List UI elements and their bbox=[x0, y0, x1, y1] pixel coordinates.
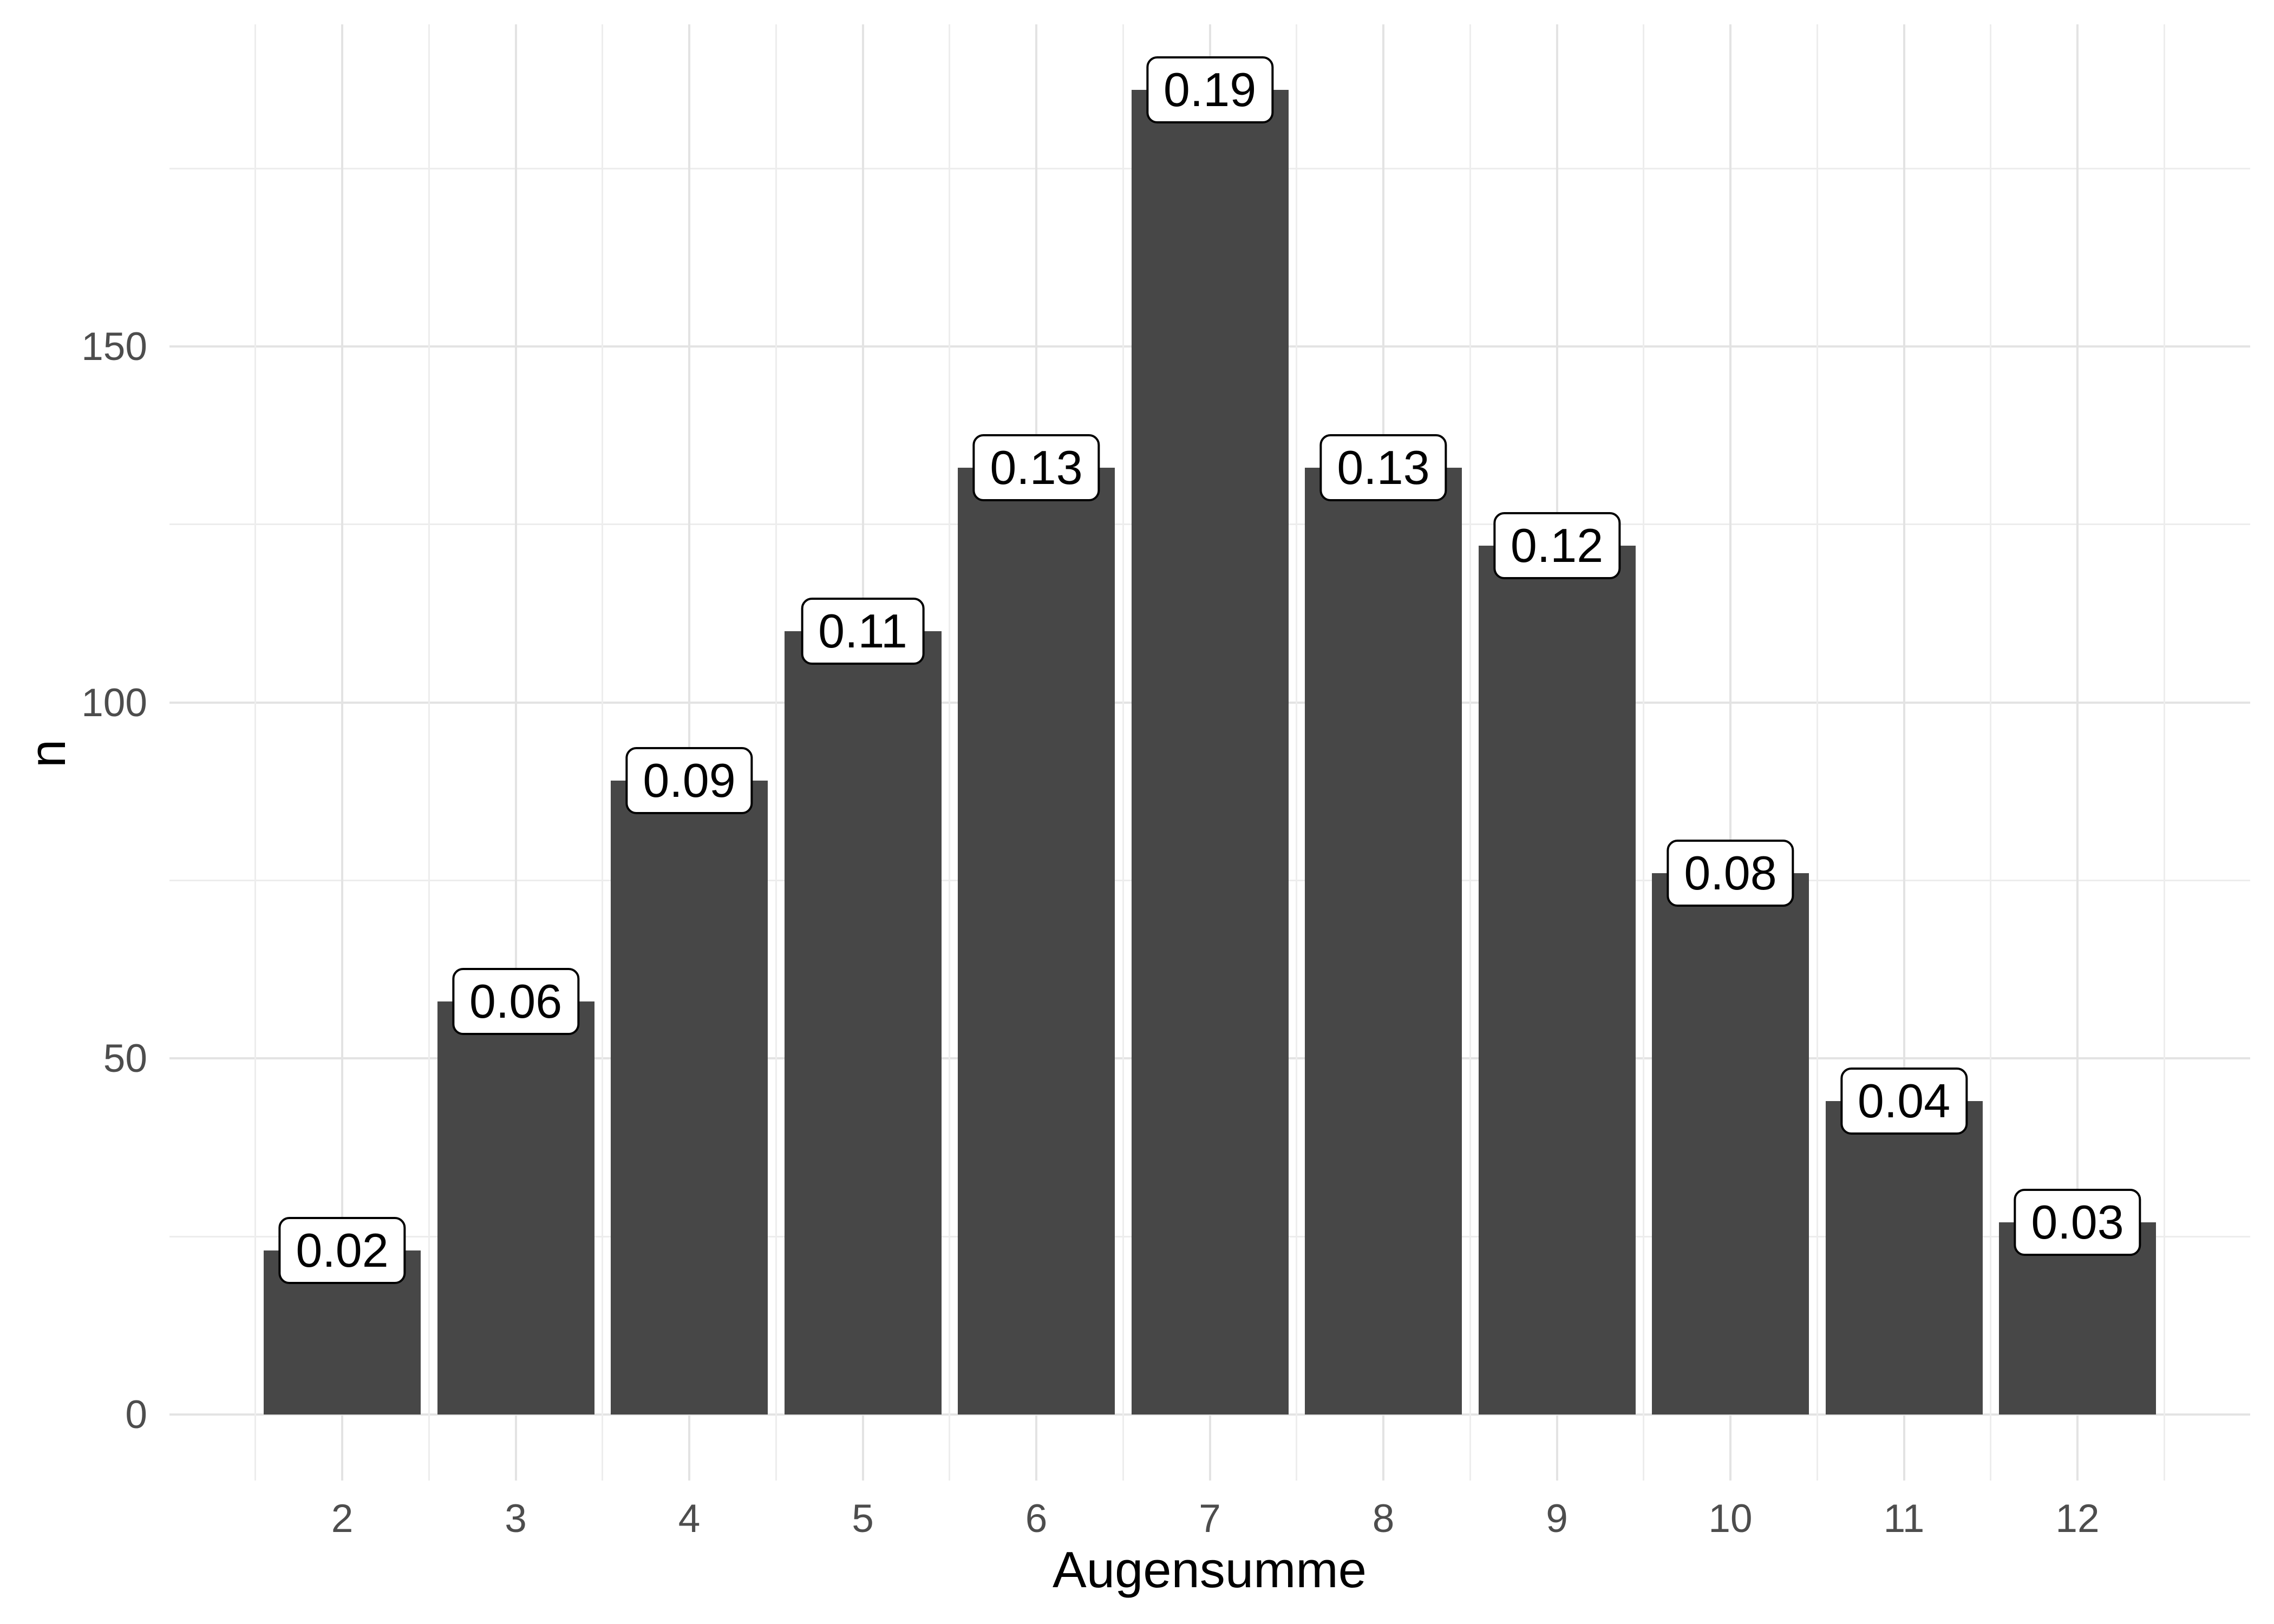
v-gridline-minor bbox=[949, 24, 951, 1481]
v-gridline-major bbox=[1903, 24, 1905, 1481]
bar-value-label: 0.02 bbox=[278, 1217, 406, 1285]
v-gridline-minor bbox=[1990, 24, 1992, 1481]
x-tick-label: 7 bbox=[1199, 1497, 1221, 1541]
y-tick-label: 150 bbox=[81, 325, 147, 369]
y-tick-label: 50 bbox=[103, 1037, 147, 1081]
v-gridline-minor bbox=[1296, 24, 1298, 1481]
bar-value-label: 0.06 bbox=[452, 968, 580, 1036]
v-gridline-minor bbox=[1643, 24, 1645, 1481]
v-gridline-major bbox=[341, 24, 343, 1481]
bar-value-label: 0.11 bbox=[801, 598, 925, 665]
v-gridline-minor bbox=[254, 24, 257, 1481]
v-gridline-minor bbox=[1469, 24, 1471, 1481]
v-gridline-major bbox=[1729, 24, 1731, 1481]
plot-panel bbox=[169, 24, 2250, 1481]
bar bbox=[1652, 873, 1809, 1415]
x-axis-title: Augensumme bbox=[1053, 1541, 1367, 1598]
v-gridline-minor bbox=[1816, 24, 1818, 1481]
x-tick-label: 12 bbox=[2055, 1497, 2100, 1541]
bar-value-label: 0.19 bbox=[1146, 56, 1274, 124]
bar bbox=[1305, 467, 1462, 1415]
x-tick-label: 6 bbox=[1025, 1497, 1048, 1541]
v-gridline-minor bbox=[2163, 24, 2165, 1481]
bar-value-label: 0.13 bbox=[1319, 434, 1447, 501]
x-tick-label: 5 bbox=[852, 1497, 874, 1541]
v-gridline-minor bbox=[602, 24, 604, 1481]
x-tick-label: 3 bbox=[505, 1497, 527, 1541]
bar bbox=[1825, 1101, 1983, 1415]
x-tick-label: 11 bbox=[1883, 1497, 1925, 1541]
bar bbox=[1478, 546, 1636, 1415]
bar bbox=[784, 631, 942, 1415]
bar-value-label: 0.04 bbox=[1840, 1068, 1968, 1135]
x-tick-label: 8 bbox=[1372, 1497, 1395, 1541]
bar bbox=[1131, 90, 1289, 1415]
v-gridline-minor bbox=[428, 24, 430, 1481]
y-tick-label: 0 bbox=[125, 1393, 147, 1437]
bar-value-label: 0.12 bbox=[1493, 512, 1621, 580]
v-gridline-minor bbox=[775, 24, 777, 1481]
v-gridline-minor bbox=[1122, 24, 1124, 1481]
v-gridline-major bbox=[2076, 24, 2079, 1481]
bar-value-label: 0.13 bbox=[972, 434, 1100, 501]
bar-value-label: 0.03 bbox=[2014, 1188, 2141, 1256]
bar-value-label: 0.09 bbox=[625, 747, 753, 815]
y-axis-title: n bbox=[19, 739, 76, 768]
x-tick-label: 4 bbox=[678, 1497, 701, 1541]
x-tick-label: 2 bbox=[331, 1497, 354, 1541]
bar bbox=[437, 1001, 594, 1415]
v-gridline-major bbox=[514, 24, 517, 1481]
bar bbox=[611, 781, 768, 1415]
y-tick-label: 100 bbox=[81, 680, 147, 725]
x-tick-label: 9 bbox=[1546, 1497, 1568, 1541]
bar bbox=[958, 467, 1115, 1415]
x-tick-label: 10 bbox=[1708, 1497, 1753, 1541]
bar-value-label: 0.08 bbox=[1667, 840, 1794, 907]
